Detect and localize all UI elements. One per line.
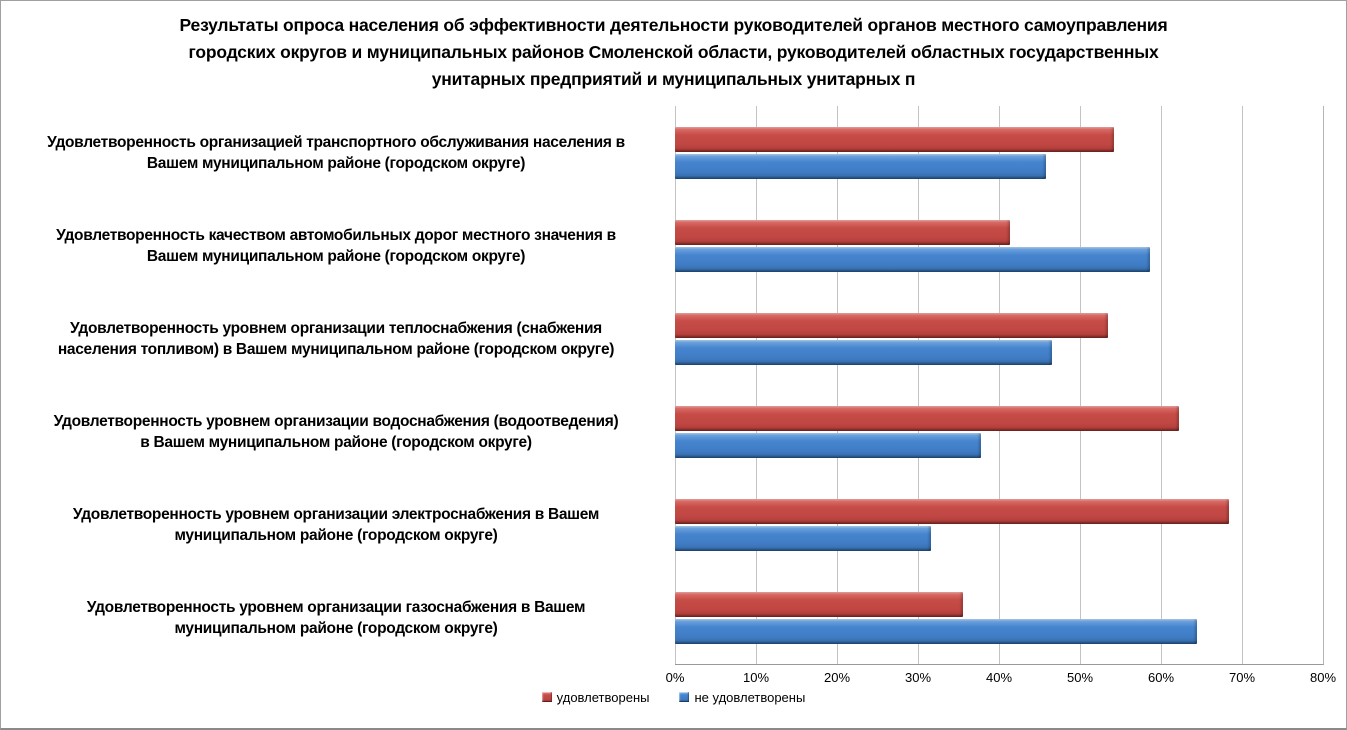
bar-group [675,478,1323,571]
x-axis-tick: 0% [665,670,685,685]
x-axis-tick: 60% [1147,670,1175,685]
bar-satisfied [675,405,1179,431]
category-labels: Удовлетворенность организацией транспорт… [5,106,667,664]
category-label: Удовлетворенность качеством автомобильны… [56,226,616,265]
bar-satisfied [675,126,1115,152]
x-axis-tick: 10% [742,670,770,685]
bar-not-satisfied [675,618,1198,644]
legend-swatch-icon [679,692,690,702]
category-label: Удовлетворенность организацией транспорт… [47,133,625,172]
bar-group [675,571,1323,664]
bar-not-satisfied [675,246,1151,272]
x-axis: 0% 10% 20% 30% 40% 50% 60% 70% 80% [666,670,1336,686]
bar-not-satisfied [675,339,1053,365]
bar-satisfied [675,591,963,617]
x-axis-tick: 20% [823,670,851,685]
category-label: Удовлетворенность уровнем организации га… [86,598,586,637]
legend-item-satisfied: удовлетворены [541,689,650,705]
bar-not-satisfied [675,153,1046,179]
bar-satisfied [675,498,1230,524]
x-axis-tick: 80% [1309,670,1337,685]
legend-label: не удовлетворены [694,689,806,705]
bar-not-satisfied [675,525,931,551]
bar-group [675,385,1323,478]
x-axis-tick: 30% [904,670,932,685]
bar-satisfied [675,219,1010,245]
bar-group [675,292,1323,385]
category-label: Удовлетворенность уровнем организации те… [57,319,615,358]
bar-group [675,199,1323,292]
category-label: Удовлетворенность уровнем организации эл… [72,505,600,544]
bar-not-satisfied [675,432,982,458]
legend-swatch-icon [541,692,552,702]
plot-rows [675,106,1323,664]
plot-area [675,106,1324,665]
legend-label: удовлетворены [556,689,650,705]
x-axis-tick: 70% [1228,670,1256,685]
legend-item-not-satisfied: не удовлетворены [679,690,805,705]
x-axis-tick: 50% [1066,670,1094,685]
legend: удовлетворены не удовлетворены [1,688,1346,706]
chart-title: Результаты опроса населения об эффективн… [179,15,1168,89]
x-axis-tick: 40% [985,670,1013,685]
bar-satisfied [675,312,1108,338]
category-label: Удовлетворенность уровнем организации во… [53,412,619,451]
bar-group [675,106,1323,199]
